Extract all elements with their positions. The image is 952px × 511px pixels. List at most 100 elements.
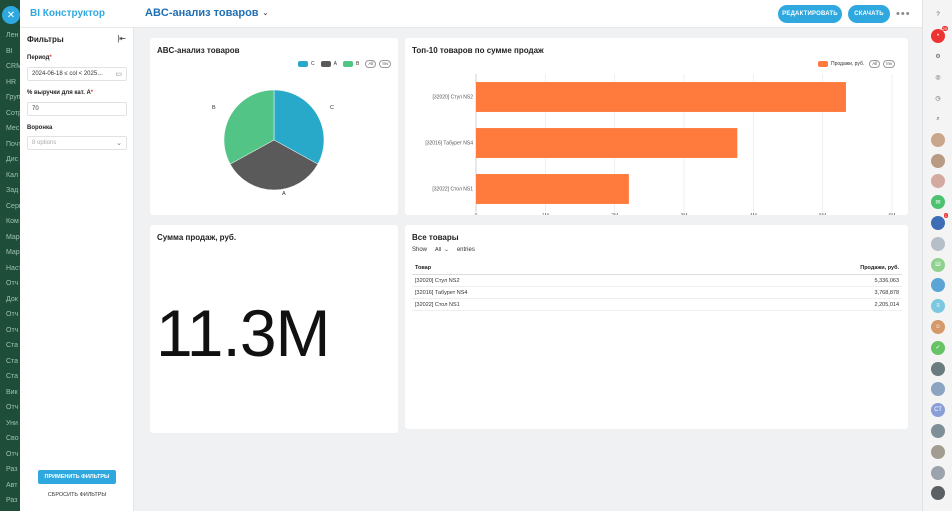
background-nav-item[interactable]: Док [6,295,18,303]
reset-filters-button[interactable]: СБРОСИТЬ ФИЛЬТРЫ [47,492,107,498]
table-cell-product: [32016] Табурет NS4 [412,286,690,299]
legend-all-chip[interactable]: All [365,60,377,68]
background-nav-item[interactable]: Сво [6,435,19,442]
pie-slice-b[interactable] [223,89,275,165]
avatar-3[interactable] [931,174,945,189]
background-nav-item[interactable]: Дис [6,156,19,163]
x-tick-label: 4M [750,213,757,215]
background-nav-item[interactable]: Ста [6,373,19,380]
legend-swatch-a[interactable] [320,61,331,67]
settings-icon[interactable]: ⚙ [935,54,941,61]
legend-swatch-sales[interactable] [818,61,828,67]
avatar-1[interactable] [931,132,945,147]
table-cell-product: [32020] Стул NS2 [412,274,690,287]
collapse-panel-icon[interactable]: |⇤ [117,34,126,43]
background-nav-item[interactable]: Зад [6,187,19,194]
background-nav-item[interactable]: Лен [6,32,19,39]
funnel-placeholder: 8 options [32,140,57,146]
kpi-value: 11.3M [156,296,331,370]
background-nav-item[interactable]: Мес [6,125,20,132]
page-title-text: ABC-анализ товаров [145,7,259,19]
background-nav-item[interactable]: Наст [6,264,22,272]
legend-swatch-b[interactable] [342,61,353,67]
filters-title: Фильтры [27,35,64,44]
avatar-11[interactable] [931,465,945,480]
revenue-percent-field[interactable]: 70 [27,102,127,116]
revenue-label: % выручки для кат. А* [27,90,94,96]
initials-avatar[interactable]: СТ [931,403,945,418]
group-icon[interactable]: ≡ [931,299,945,314]
pie-slice-a[interactable] [229,139,319,191]
avatar-4[interactable]: 1 [931,213,948,230]
bar[interactable] [476,128,738,158]
avatar-6[interactable] [931,278,945,293]
x-tick-label: 5M [819,213,826,215]
background-nav-item[interactable]: Груп [6,94,21,101]
background-nav-item[interactable]: Мар [6,249,20,256]
more-icon[interactable]: ••• [896,8,911,20]
chat-icon[interactable]: ✉ [931,195,945,210]
background-nav-item[interactable]: Почт [6,140,22,148]
background-nav-item[interactable]: Отч [6,326,19,334]
background-nav-item[interactable]: Мар [6,233,20,241]
pie-slice-c[interactable] [273,89,325,165]
products-table: Товар Продажи, руб. [32020] Стул NS2 5,3… [412,262,902,311]
table-cell-sales: 5,336,063 [689,274,902,287]
background-nav-item[interactable]: Серв [6,202,23,210]
background-nav-item[interactable]: Уни [6,419,18,427]
legend-swatch-c[interactable] [298,61,308,67]
table-cell-sales: 3,768,878 [689,286,902,299]
background-nav-item[interactable]: Раз [6,497,18,504]
timer-icon[interactable]: ◷ [935,95,941,102]
apply-filters-button[interactable]: ПРИМЕНИТЬ ФИЛЬТРЫ [38,470,116,484]
legend-invert-chip[interactable]: Inv [379,60,392,68]
legend-invert-chip[interactable]: Inv [883,60,896,68]
avatar-10[interactable] [931,444,945,459]
y-tick-label: [32016] Табурет NS4 [425,141,473,147]
edit-button[interactable]: РЕДАКТИРОВАТЬ [778,5,842,23]
column-header-sales[interactable]: Продажи, руб. [689,262,902,275]
background-nav-item[interactable]: Отч [6,311,19,318]
y-tick-label: [32020] Стул NS2 [433,95,474,101]
bar-chart-title: Топ-10 товаров по сумме продаж [412,46,544,55]
avatar-5[interactable] [931,236,945,251]
background-nav-item[interactable]: Авт [6,481,18,489]
column-header-product[interactable]: Товар [412,262,690,275]
background-nav-item[interactable]: Отч [6,404,19,411]
bar[interactable] [476,82,846,112]
download-button[interactable]: СКАЧАТЬ [848,5,890,23]
users-icon[interactable]: ☺ [931,320,945,334]
background-nav-item[interactable]: Вик [6,388,18,396]
x-tick-label: 0 [475,213,478,215]
page-size-select[interactable]: All ⌄ [432,246,452,254]
background-nav-item[interactable]: Кал [6,171,19,179]
avatar-12[interactable] [931,486,945,501]
background-nav-item[interactable]: Отч [6,450,19,458]
background-nav-item[interactable]: Ком [6,218,19,225]
avatar-9[interactable] [931,424,945,438]
background-nav-item[interactable]: Ста [6,357,19,365]
period-label: Период* [27,55,52,61]
background-nav-item[interactable]: Сотр [6,109,22,117]
background-nav-item[interactable]: BI [6,47,13,55]
period-field[interactable]: 2024-06-18 ≤ col < 2025… ▭ [27,67,127,81]
avatar-8[interactable] [931,382,945,397]
avatar-7[interactable] [931,361,945,376]
help-icon[interactable]: ? [936,12,940,18]
funnel-select[interactable]: 8 options ⌄ [27,136,127,150]
notifications-icon[interactable]: • 20 [931,25,948,43]
search-icon[interactable]: ⌕ [936,115,940,122]
background-nav-item[interactable]: HR [6,78,17,86]
group-chat-icon[interactable]: Ш [931,257,945,272]
copilot-icon[interactable]: ◎ [935,74,941,81]
page-title[interactable]: ABC-анализ товаров ⌄ [145,7,268,19]
background-nav-item[interactable]: Раз [6,466,18,473]
legend-all-chip[interactable]: All [869,60,881,68]
background-nav-item[interactable]: CRM [6,63,22,70]
avatar-2[interactable] [931,153,945,168]
close-icon[interactable]: ✕ [2,6,20,24]
background-nav-item[interactable]: Ста [6,342,19,349]
background-nav-item[interactable]: Отч [6,280,19,287]
tasks-icon[interactable]: ✓ [931,340,945,355]
bar[interactable] [476,174,629,204]
